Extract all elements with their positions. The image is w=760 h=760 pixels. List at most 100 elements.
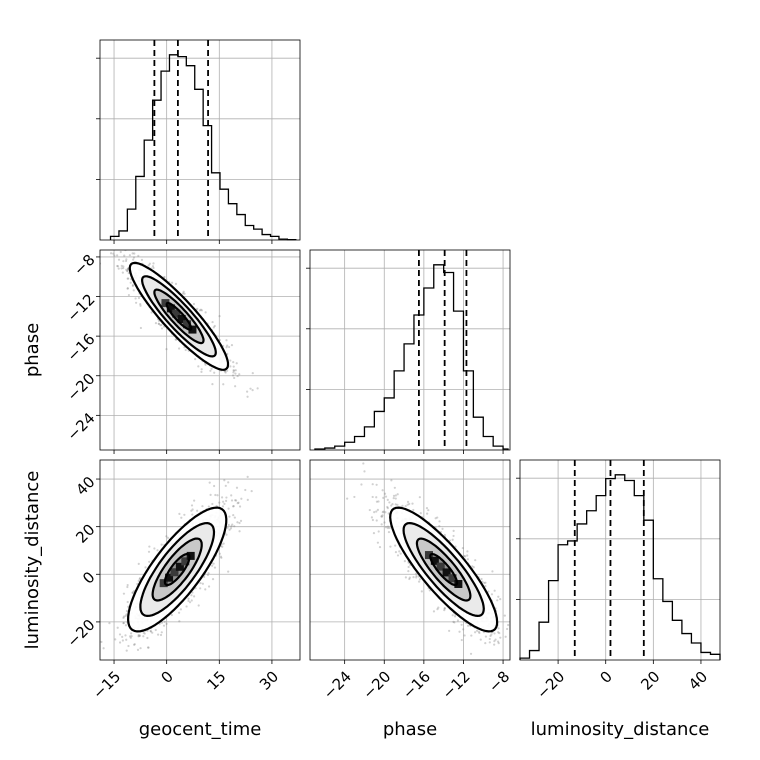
- panel-frame: [99, 39, 301, 241]
- sample-point: [404, 505, 407, 508]
- sample-point: [199, 587, 202, 590]
- sample-point: [406, 503, 409, 506]
- sample-point: [137, 579, 140, 583]
- sample-point: [178, 620, 181, 623]
- sample-point: [201, 505, 204, 508]
- y-tick-label-luminosity_distance: 0: [79, 568, 98, 587]
- sample-point: [207, 505, 210, 508]
- y-axis-label-luminosity_distance: luminosity_distance: [22, 471, 43, 650]
- sample-point: [122, 621, 125, 625]
- sample-point: [160, 621, 164, 624]
- sample-point: [493, 632, 496, 635]
- histogram-panel-phase: [306, 249, 511, 454]
- sample-point: [220, 496, 224, 499]
- sample-point: [488, 641, 491, 644]
- sample-point: [221, 545, 224, 548]
- sample-point: [499, 636, 502, 639]
- sample-point: [213, 324, 216, 328]
- sample-point: [149, 630, 153, 633]
- sample-point: [396, 554, 400, 557]
- sample-point: [134, 297, 137, 300]
- sample-point: [216, 494, 219, 497]
- sample-point: [203, 575, 206, 579]
- sample-point: [180, 516, 183, 519]
- density-peak-cell: [166, 304, 175, 313]
- sample-point: [128, 254, 131, 257]
- sample-point: [126, 583, 129, 587]
- sample-point: [229, 365, 232, 368]
- sample-point: [162, 624, 166, 627]
- sample-point: [388, 526, 391, 529]
- sample-point: [493, 640, 496, 643]
- sample-point: [484, 584, 487, 588]
- sample-point: [443, 609, 446, 612]
- sample-point: [480, 577, 483, 581]
- sample-point: [418, 578, 422, 581]
- sample-point: [231, 374, 235, 377]
- sample-point: [265, 438, 267, 440]
- contour-line: [389, 506, 499, 633]
- sample-point: [122, 245, 124, 247]
- sample-point: [233, 376, 236, 380]
- sample-point: [230, 344, 234, 347]
- contour-line: [163, 553, 191, 587]
- sample-point: [165, 348, 168, 351]
- sample-point: [234, 385, 237, 388]
- sample-point: [239, 519, 243, 522]
- density-peak-cell: [454, 579, 463, 588]
- sample-point: [387, 512, 390, 515]
- sample-point: [221, 505, 225, 508]
- sample-point: [127, 293, 131, 297]
- sample-point: [386, 505, 389, 509]
- sample-point: [503, 614, 506, 617]
- sample-point: [199, 308, 203, 311]
- sample-point: [491, 570, 494, 573]
- x-tick-label-phase: −12: [439, 668, 474, 703]
- sample-point: [126, 245, 128, 247]
- sample-point: [140, 258, 144, 261]
- sample-point: [496, 599, 499, 602]
- sample-point: [384, 526, 388, 529]
- sample-point: [438, 525, 441, 528]
- sample-point: [231, 523, 234, 526]
- sample-point: [148, 560, 151, 563]
- sample-point: [233, 516, 236, 519]
- sample-point: [494, 638, 497, 641]
- sample-point: [190, 594, 193, 597]
- sample-point: [190, 509, 193, 512]
- sample-point: [120, 245, 122, 247]
- sample-point: [375, 500, 379, 503]
- sample-point: [346, 497, 349, 500]
- sample-point: [151, 265, 155, 268]
- sample-point: [122, 267, 125, 270]
- sample-point: [125, 649, 128, 652]
- y-tick-label-luminosity_distance: 20: [72, 520, 98, 546]
- sample-point: [152, 262, 155, 265]
- sample-point: [194, 358, 197, 361]
- sample-point: [131, 591, 134, 594]
- sample-point: [160, 543, 163, 546]
- sample-point: [479, 638, 482, 641]
- sample-point: [133, 252, 136, 255]
- sample-point: [123, 254, 126, 257]
- y-tick-label-phase: −20: [63, 370, 98, 405]
- contour-line: [165, 301, 193, 331]
- sample-point: [499, 598, 502, 601]
- sample-point: [360, 483, 363, 486]
- sample-point: [151, 631, 154, 634]
- sample-point: [375, 496, 378, 499]
- histogram-geocent_time: [109, 54, 297, 241]
- sample-point: [149, 629, 152, 633]
- sample-point: [460, 638, 463, 642]
- sample-point: [456, 619, 460, 622]
- sample-point: [223, 502, 226, 505]
- sample-point: [488, 637, 491, 641]
- sample-point: [160, 631, 163, 634]
- y-tick-label-phase: −16: [63, 330, 98, 365]
- sample-point: [97, 639, 99, 641]
- x-tick-label-geocent_time: 0: [157, 668, 176, 687]
- sample-point: [225, 533, 228, 536]
- sample-point: [466, 624, 470, 627]
- sample-point: [434, 517, 437, 520]
- histogram-phase: [314, 264, 509, 450]
